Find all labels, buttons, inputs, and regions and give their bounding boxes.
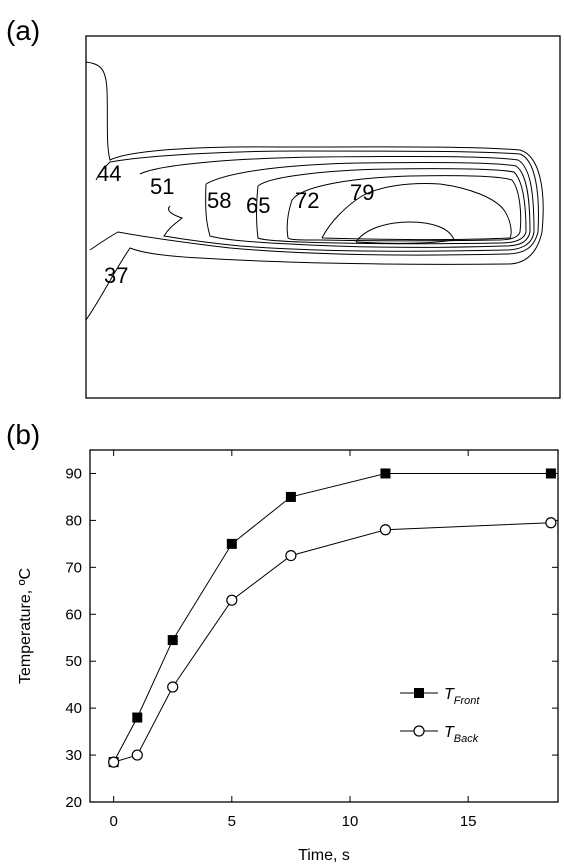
data-point-back bbox=[108, 756, 120, 768]
legend-marker-filled-square bbox=[414, 688, 424, 698]
plot-area-frame bbox=[89, 449, 559, 803]
contour-line-44 bbox=[89, 150, 539, 256]
data-point-back bbox=[545, 517, 557, 529]
legend-marker-open-circle bbox=[413, 725, 425, 737]
contour-label-58: 58 bbox=[207, 188, 231, 213]
y-tick-label: 70 bbox=[65, 559, 82, 576]
data-point-back bbox=[167, 681, 179, 693]
contour-label-51: 51 bbox=[150, 174, 174, 199]
series-line-front bbox=[113, 473, 551, 763]
contour-line-65 bbox=[256, 168, 527, 245]
contour-labels: 44 51 58 65 72 79 37 bbox=[97, 161, 374, 288]
y-tick-label: 80 bbox=[65, 512, 82, 529]
data-point-front bbox=[226, 538, 237, 549]
legend-label-back-sub: Back bbox=[454, 733, 479, 745]
y-tick-label: 40 bbox=[65, 700, 82, 717]
data-point-front bbox=[167, 635, 178, 646]
legend-label-front-sub: Front bbox=[454, 695, 481, 707]
contour-lines bbox=[85, 61, 544, 321]
series-layer bbox=[108, 468, 557, 768]
data-point-front bbox=[285, 491, 296, 502]
contour-line-72 bbox=[286, 175, 522, 242]
x-axis: 0 5 10 15 bbox=[109, 450, 477, 830]
legend-label-back: TBack bbox=[444, 724, 479, 745]
legend: TFront TBack bbox=[400, 686, 480, 745]
y-tick-label: 50 bbox=[65, 653, 82, 670]
legend-label-front-main: T bbox=[444, 686, 455, 703]
contour-label-72: 72 bbox=[295, 188, 319, 213]
x-tick-label: 10 bbox=[342, 813, 359, 830]
x-tick-label: 5 bbox=[228, 813, 236, 830]
x-tick-label: 15 bbox=[460, 813, 477, 830]
contour-label-44: 44 bbox=[97, 161, 121, 186]
x-tick-label: 0 bbox=[109, 813, 117, 830]
x-axis-title: Time, s bbox=[298, 847, 350, 864]
data-point-back bbox=[226, 594, 238, 606]
contour-line-inner bbox=[355, 221, 455, 244]
contour-line-51 bbox=[139, 155, 535, 252]
contour-plot-frame bbox=[85, 35, 561, 399]
data-point-front bbox=[132, 712, 143, 723]
contour-label-79: 79 bbox=[350, 180, 374, 205]
data-point-back bbox=[379, 524, 392, 536]
legend-label-back-main: T bbox=[444, 724, 455, 741]
panel-a-label: (a) bbox=[6, 15, 40, 46]
contour-label-37: 37 bbox=[104, 263, 128, 288]
y-tick-label: 90 bbox=[65, 465, 82, 482]
legend-entry-back: TBack bbox=[400, 724, 479, 745]
y-tick-label: 20 bbox=[65, 794, 82, 811]
data-point-front bbox=[545, 468, 556, 479]
y-tick-label: 60 bbox=[65, 606, 82, 623]
y-axis: 20 30 40 50 60 70 80 90 bbox=[65, 465, 558, 811]
contour-label-65: 65 bbox=[246, 193, 270, 218]
temperature-chart: 0 5 10 15 20 30 40 50 60 70 80 90 Time, s Temperat… bbox=[17, 449, 559, 864]
y-tick-label: 30 bbox=[65, 747, 82, 764]
legend-label-front: TFront bbox=[444, 686, 480, 707]
data-point-back bbox=[131, 749, 143, 761]
legend-entry-front: TFront bbox=[400, 686, 480, 707]
data-point-back bbox=[285, 549, 297, 562]
panel-b-label: (b) bbox=[6, 419, 40, 450]
data-point-front bbox=[380, 468, 391, 479]
series-line-back bbox=[113, 522, 551, 763]
y-axis-title: Temperature, ºC bbox=[17, 568, 34, 684]
contour-line-79 bbox=[321, 183, 512, 240]
contour-line-58 bbox=[205, 161, 531, 248]
contour-line-37 bbox=[85, 61, 544, 321]
